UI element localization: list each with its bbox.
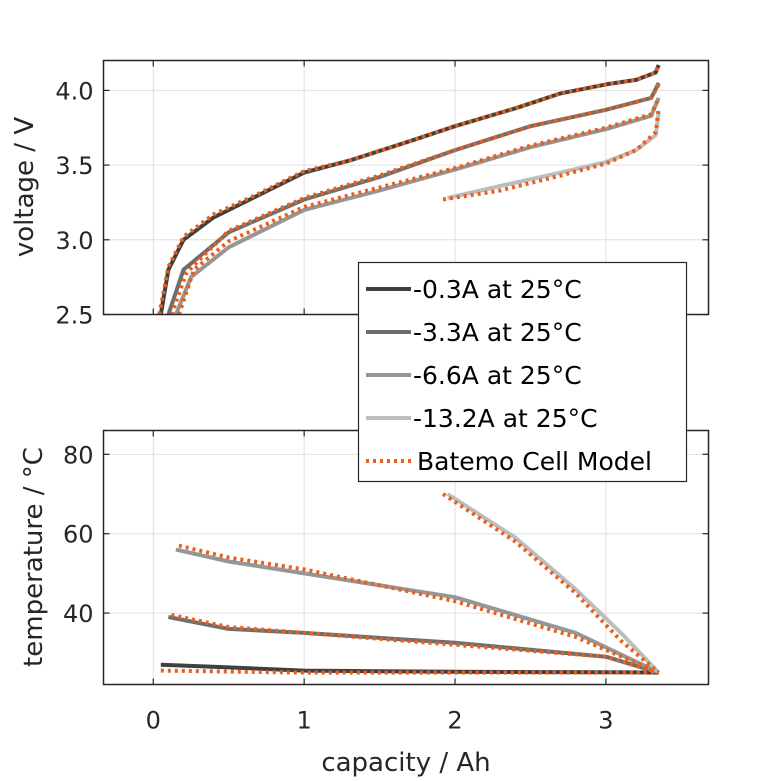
measured-series-line (174, 97, 661, 315)
x-tick-label: 2 (447, 707, 462, 735)
model-series-line (178, 543, 660, 675)
legend: -0.3A at 25°C -3.3A at 25°C -6.6A at 25°C -… (357, 261, 688, 483)
y-tick-label: 40 (63, 600, 94, 628)
model-series-line (160, 668, 659, 675)
measured-series-line (446, 492, 661, 674)
legend-label: -6.6A at 25°C (413, 361, 582, 390)
model-series-line (442, 108, 661, 202)
legend-label: -13.2A at 25°C (413, 404, 598, 433)
temperature-axes: 0 1 2 3 40 60 80 temperature / °C capacity / A… (19, 429, 710, 778)
voltage-ticks: 2.5 3.0 3.5 4.0 (55, 60, 709, 330)
capacity-xlabel: capacity / Ah (321, 748, 490, 778)
voltage-series (157, 64, 661, 315)
voltage-axes: 2.5 3.0 3.5 4.0 voltage / V (10, 59, 710, 330)
voltage-ylabel: voltage / V (10, 117, 40, 257)
temperature-series (160, 492, 661, 675)
model-series-line (157, 64, 661, 315)
y-tick-label: 80 (63, 441, 94, 469)
measured-series-line (160, 662, 659, 675)
model-series-line (441, 492, 660, 675)
legend-box (357, 261, 688, 483)
y-tick-label: 2.5 (55, 302, 93, 330)
temperature-ticks: 0 1 2 3 40 60 80 (63, 430, 709, 735)
legend-label: Batemo Cell Model (417, 447, 652, 476)
measured-series-line (168, 615, 660, 675)
measured-series-line (166, 82, 661, 315)
measured-series-line (447, 112, 661, 200)
x-tick-label: 0 (146, 707, 161, 735)
legend-label: -0.3A at 25°C (413, 275, 582, 304)
y-tick-label: 60 (63, 521, 94, 549)
x-tick-label: 3 (598, 707, 613, 735)
y-tick-label: 3.0 (55, 227, 93, 255)
legend-label: -3.3A at 25°C (413, 318, 582, 347)
x-tick-label: 1 (297, 707, 312, 735)
y-tick-label: 3.5 (55, 152, 93, 180)
temperature-ylabel: temperature / °C (19, 447, 49, 667)
y-tick-label: 4.0 (55, 77, 93, 105)
model-series-line (170, 613, 660, 675)
